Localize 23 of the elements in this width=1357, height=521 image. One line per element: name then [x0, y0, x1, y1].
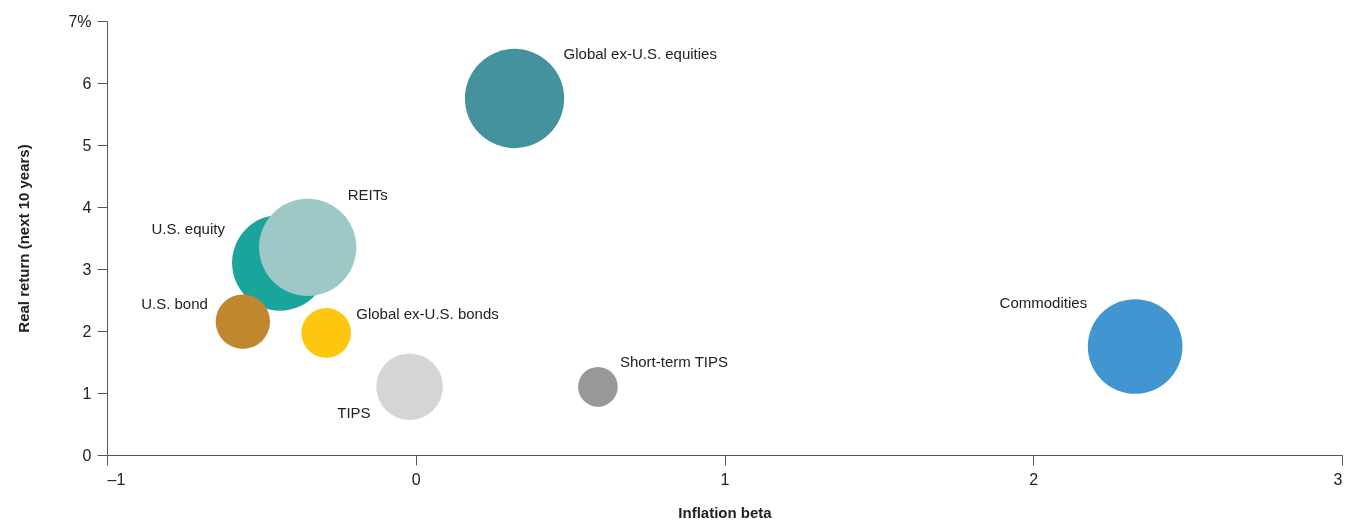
y-tick-label: 4 [82, 198, 92, 216]
y-tick-label: 0 [82, 446, 92, 464]
x-tick-label: 0 [411, 470, 421, 488]
x-tick-label: –1 [107, 470, 126, 488]
series-label: REITs [347, 186, 388, 204]
y-tick-label: 6 [82, 74, 92, 92]
y-tick-label: 5 [82, 136, 92, 154]
y-tick-label: 3 [82, 260, 92, 278]
series-label: U.S. equity [151, 219, 226, 237]
x-tick-label: 3 [1333, 470, 1343, 488]
series-label: Short-term TIPS [619, 352, 729, 370]
x-tick-label: 2 [1029, 470, 1039, 488]
series-label: Global ex-U.S. equities [563, 44, 717, 62]
y-tick-label: 2 [82, 322, 92, 340]
series-label: U.S. bond [141, 294, 208, 312]
x-tick-label: 1 [720, 470, 730, 488]
y-tick-label: 1 [82, 384, 92, 402]
x-axis-title: Inflation beta [678, 503, 773, 521]
series-label: TIPS [337, 403, 371, 421]
y-axis-title: Real return (next 10 years) [15, 144, 33, 333]
series-label: Commodities [999, 293, 1088, 311]
series-label: Global ex-U.S. bonds [356, 304, 499, 322]
y-tick-label: 7% [68, 12, 92, 30]
